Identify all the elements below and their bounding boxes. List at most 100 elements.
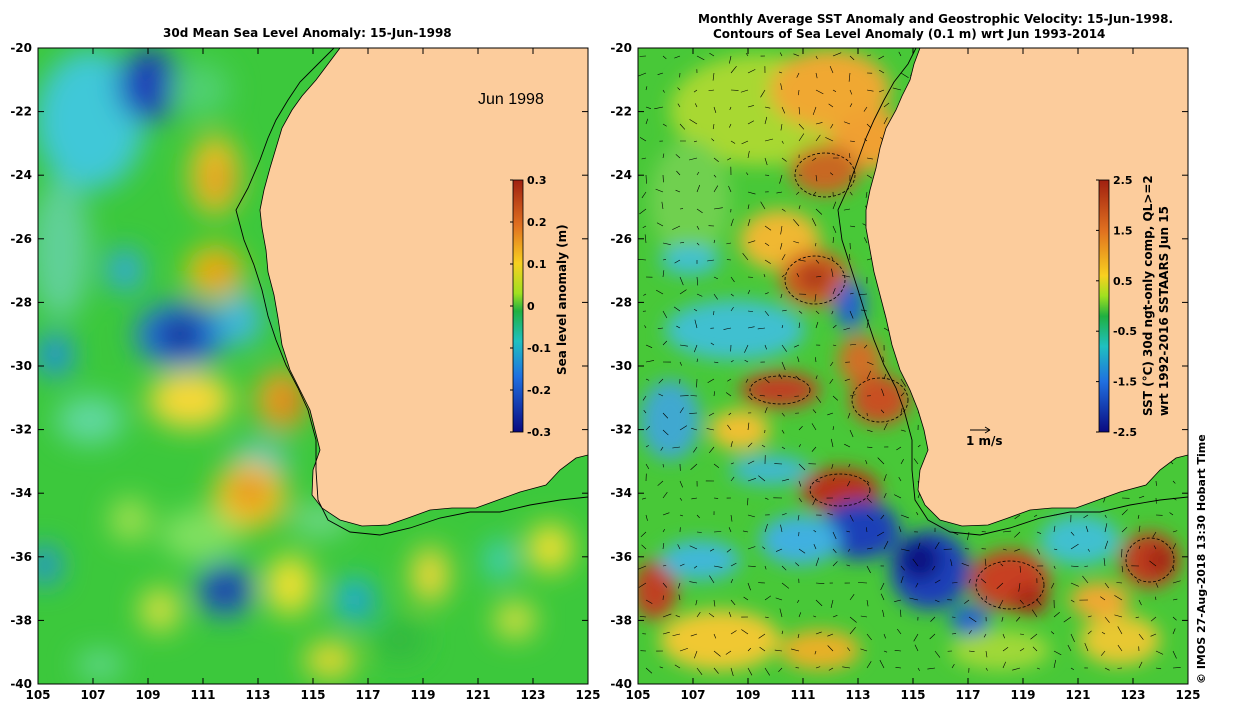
velocity-arrow <box>643 409 647 414</box>
velocity-arrow <box>764 667 770 676</box>
velocity-arrow <box>694 650 698 659</box>
velocity-arrow <box>798 425 803 431</box>
velocity-arrow <box>798 463 806 471</box>
y-tick-label: -40 <box>610 677 632 691</box>
velocity-arrow <box>713 361 719 364</box>
velocity-arrow <box>662 429 669 436</box>
velocity-arrow <box>645 174 647 184</box>
velocity-arrow <box>742 253 749 261</box>
right-colorbar-label-line1: SST (°C) 30d ngt-only comp, QL>=2 <box>1141 175 1155 416</box>
velocity-arrow <box>798 497 802 503</box>
velocity-arrow <box>1019 599 1024 605</box>
velocity-arrow <box>1002 548 1007 551</box>
velocity-arrow <box>747 514 755 518</box>
velocity-arrow <box>1019 633 1025 635</box>
colorbar-tick-label: -0.3 <box>527 426 551 439</box>
velocity-arrow <box>883 492 887 499</box>
left-map-panel: Jun 1998 <box>37 47 589 685</box>
y-tick-label: -34 <box>610 486 632 500</box>
velocity-arrow <box>912 558 919 567</box>
velocity-arrow <box>880 409 885 414</box>
velocity-arrow <box>662 463 664 468</box>
velocity-arrow <box>832 237 834 244</box>
velocity-arrow <box>915 582 919 588</box>
velocity-arrow <box>764 138 774 142</box>
velocity-arrow <box>894 599 902 602</box>
colorbar-tick-label: -2.5 <box>1113 426 1137 439</box>
velocity-arrow <box>1172 616 1177 621</box>
velocity-arrow <box>832 426 834 431</box>
left-axes: 105 107 109 111 113 115 117 119 121 123 125 -20 -22 -… <box>10 41 600 702</box>
x-tick-label: 121 <box>465 688 490 702</box>
velocity-arrow <box>898 526 902 533</box>
velocity-arrow <box>827 645 834 652</box>
velocity-arrow <box>900 576 904 584</box>
velocity-arrow <box>846 530 851 533</box>
velocity-arrow <box>674 259 681 264</box>
velocity-arrow <box>1138 495 1145 499</box>
velocity-arrow <box>814 650 817 655</box>
velocity-arrow <box>894 494 902 499</box>
velocity-arrow <box>713 276 719 280</box>
velocity-arrow <box>747 395 753 400</box>
left-anomaly-blobs <box>38 49 572 679</box>
velocity-arrow <box>1121 509 1128 516</box>
left-map-title: 30d Mean Sea Level Anomaly: 15-Jun-1998 <box>163 26 452 40</box>
velocity-arrow <box>1033 514 1038 518</box>
velocity-arrow <box>863 106 868 112</box>
velocity-arrow <box>793 53 800 57</box>
y-tick-label: -26 <box>10 232 32 246</box>
velocity-arrow <box>798 322 801 329</box>
velocity-arrow <box>882 356 885 363</box>
velocity-arrow <box>693 565 698 569</box>
velocity-arrow <box>866 446 873 448</box>
velocity-arrow <box>747 105 754 108</box>
velocity-arrow <box>696 184 701 193</box>
velocity-arrow <box>745 378 749 383</box>
y-tick-label: -40 <box>10 677 32 691</box>
left-colorbar-label: Sea level anomaly (m) <box>555 224 569 375</box>
velocity-arrow <box>645 463 650 469</box>
velocity-arrow <box>742 530 749 533</box>
velocity-arrow <box>967 531 970 541</box>
velocity-arrow <box>727 157 732 161</box>
velocity-arrow <box>1121 526 1128 533</box>
velocity-arrow <box>883 540 889 550</box>
velocity-arrow <box>641 191 647 199</box>
velocity-arrow <box>730 218 734 227</box>
velocity-arrow <box>747 460 755 465</box>
velocity-arrow <box>689 119 698 125</box>
velocity-arrow <box>1053 650 1062 656</box>
velocity-arrow <box>847 480 851 487</box>
velocity-arrow <box>846 564 851 567</box>
velocity-arrow <box>865 527 868 533</box>
velocity-arrow <box>866 54 872 57</box>
velocity-arrow <box>779 608 783 618</box>
velocity-arrow <box>1100 596 1106 601</box>
velocity-arrow <box>980 578 987 584</box>
velocity-arrow <box>798 123 805 130</box>
velocity-arrow <box>672 633 681 637</box>
velocity-arrow <box>934 650 941 658</box>
colorbar-tick-label: 0.1 <box>527 258 547 271</box>
velocity-arrow <box>729 123 732 128</box>
velocity-arrow <box>645 378 650 381</box>
velocity-arrow <box>866 514 874 521</box>
velocity-arrow <box>689 545 698 550</box>
velocity-arrow <box>798 89 800 96</box>
velocity-scale-label: 1 m/s <box>966 434 1003 448</box>
velocity-arrow <box>747 442 753 448</box>
velocity-arrow <box>713 310 715 316</box>
velocity-arrow <box>758 633 766 639</box>
velocity-arrow <box>658 393 664 397</box>
velocity-arrow <box>798 259 806 262</box>
velocity-arrow <box>1121 565 1124 573</box>
velocity-arrow <box>713 239 716 244</box>
velocity-arrow <box>642 225 647 229</box>
y-tick-label: -30 <box>10 359 32 373</box>
velocity-arrow <box>1070 599 1075 603</box>
velocity-arrow <box>727 378 732 382</box>
velocity-arrow <box>740 89 749 93</box>
velocity-arrow <box>849 616 857 623</box>
velocity-arrow <box>830 123 834 129</box>
